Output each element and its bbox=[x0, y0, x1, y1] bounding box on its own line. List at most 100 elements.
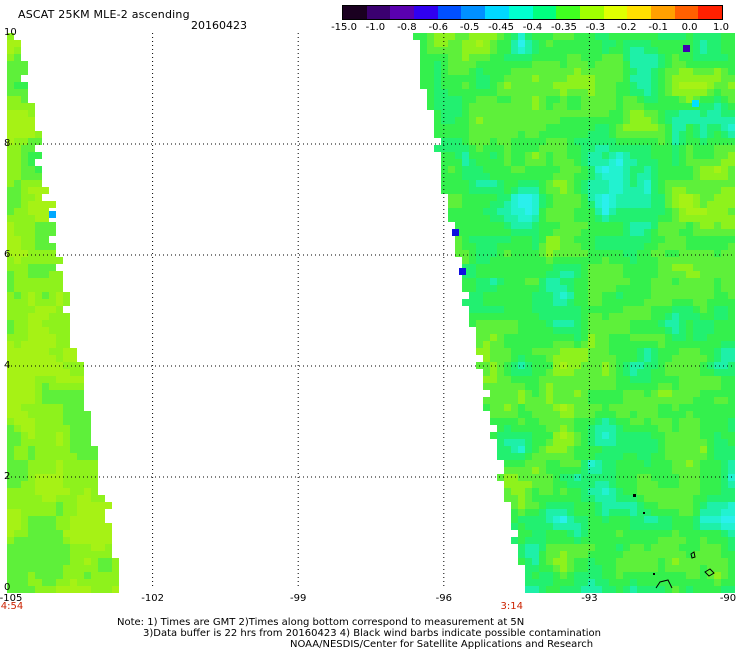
swath-cell bbox=[658, 390, 665, 397]
swath-cell bbox=[637, 397, 644, 404]
swath-cell bbox=[693, 432, 700, 439]
swath-cell bbox=[14, 96, 21, 103]
swath-cell bbox=[21, 439, 28, 446]
swath-cell bbox=[35, 180, 42, 187]
swath-cell bbox=[700, 418, 707, 425]
swath-cell bbox=[7, 292, 14, 299]
swath-cell bbox=[21, 551, 28, 558]
swath-cell bbox=[77, 558, 84, 565]
swath-cell bbox=[595, 236, 602, 243]
swath-cell bbox=[7, 236, 14, 243]
swath-cell bbox=[77, 439, 84, 446]
swath-cell bbox=[672, 460, 679, 467]
swath-cell bbox=[56, 586, 63, 593]
swath-cell bbox=[490, 145, 497, 152]
swath-cell bbox=[518, 110, 525, 117]
swath-cell bbox=[14, 89, 21, 96]
swath-cell bbox=[504, 180, 511, 187]
swath-cell bbox=[413, 33, 420, 40]
swath-cell bbox=[686, 432, 693, 439]
swath-cell bbox=[644, 425, 651, 432]
swath-cell bbox=[609, 586, 616, 593]
swath-cell bbox=[483, 306, 490, 313]
swath-cell bbox=[511, 446, 518, 453]
swath-cell bbox=[686, 558, 693, 565]
swath-cell bbox=[518, 138, 525, 145]
swath-cell bbox=[497, 180, 504, 187]
swath-cell bbox=[609, 47, 616, 54]
swath-cell bbox=[644, 264, 651, 271]
swath-cell bbox=[497, 229, 504, 236]
swath-cell bbox=[609, 292, 616, 299]
swath-cell bbox=[28, 418, 35, 425]
swath-cell bbox=[616, 320, 623, 327]
swath-cell bbox=[14, 152, 21, 159]
swath-cell bbox=[693, 502, 700, 509]
swath-cell bbox=[21, 299, 28, 306]
swath-cell bbox=[525, 201, 532, 208]
swath-cell bbox=[700, 544, 707, 551]
swath-cell bbox=[518, 124, 525, 131]
swath-cell bbox=[476, 75, 483, 82]
swath-cell bbox=[91, 481, 98, 488]
swath-cell bbox=[28, 320, 35, 327]
swath-cell bbox=[539, 236, 546, 243]
swath-cell bbox=[483, 376, 490, 383]
swath-cell bbox=[49, 355, 56, 362]
swath-cell bbox=[553, 292, 560, 299]
swath-cell bbox=[686, 313, 693, 320]
swath-cell bbox=[602, 208, 609, 215]
swath-cell bbox=[553, 579, 560, 586]
swath-cell bbox=[630, 201, 637, 208]
swath-cell bbox=[7, 439, 14, 446]
swath-cell bbox=[7, 334, 14, 341]
swath-cell bbox=[504, 68, 511, 75]
swath-cell bbox=[455, 40, 462, 47]
swath-cell bbox=[434, 75, 441, 82]
swath-cell bbox=[497, 418, 504, 425]
swath-cell bbox=[672, 425, 679, 432]
swath-cell bbox=[483, 110, 490, 117]
swath-cell bbox=[630, 208, 637, 215]
swath-cell bbox=[637, 194, 644, 201]
swath-cell bbox=[567, 411, 574, 418]
swath-cell bbox=[672, 523, 679, 530]
swath-cell bbox=[504, 33, 511, 40]
swath-cell bbox=[700, 222, 707, 229]
swath-cell bbox=[35, 572, 42, 579]
swath-cell bbox=[665, 460, 672, 467]
swath-cell bbox=[14, 264, 21, 271]
swath-cell bbox=[574, 502, 581, 509]
swath-cell bbox=[14, 180, 21, 187]
swath-cell bbox=[14, 509, 21, 516]
swath-cell bbox=[77, 565, 84, 572]
swath-cell bbox=[609, 208, 616, 215]
swath-cell bbox=[609, 236, 616, 243]
swath-cell bbox=[651, 362, 658, 369]
swath-cell bbox=[623, 33, 630, 40]
swath-cell bbox=[609, 89, 616, 96]
swath-cell bbox=[623, 257, 630, 264]
swath-cell bbox=[28, 586, 35, 593]
swath-cell bbox=[644, 82, 651, 89]
swath-cell bbox=[42, 383, 49, 390]
swath-cell bbox=[623, 138, 630, 145]
swath-cell bbox=[728, 565, 735, 572]
swath-cell bbox=[434, 96, 441, 103]
swath-cell bbox=[525, 523, 532, 530]
swath-cell bbox=[553, 411, 560, 418]
swath-cell bbox=[609, 411, 616, 418]
swath-cell bbox=[728, 586, 735, 593]
swath-cell bbox=[42, 544, 49, 551]
swath-cell bbox=[504, 250, 511, 257]
swath-cell bbox=[651, 75, 658, 82]
swath-cell bbox=[91, 530, 98, 537]
swath-cell bbox=[588, 551, 595, 558]
swath-cell bbox=[651, 390, 658, 397]
swath-cell bbox=[511, 460, 518, 467]
swath-cell bbox=[679, 334, 686, 341]
swath-cell bbox=[567, 390, 574, 397]
swath-cell bbox=[637, 488, 644, 495]
swath-cell bbox=[539, 579, 546, 586]
swath-cell bbox=[553, 467, 560, 474]
